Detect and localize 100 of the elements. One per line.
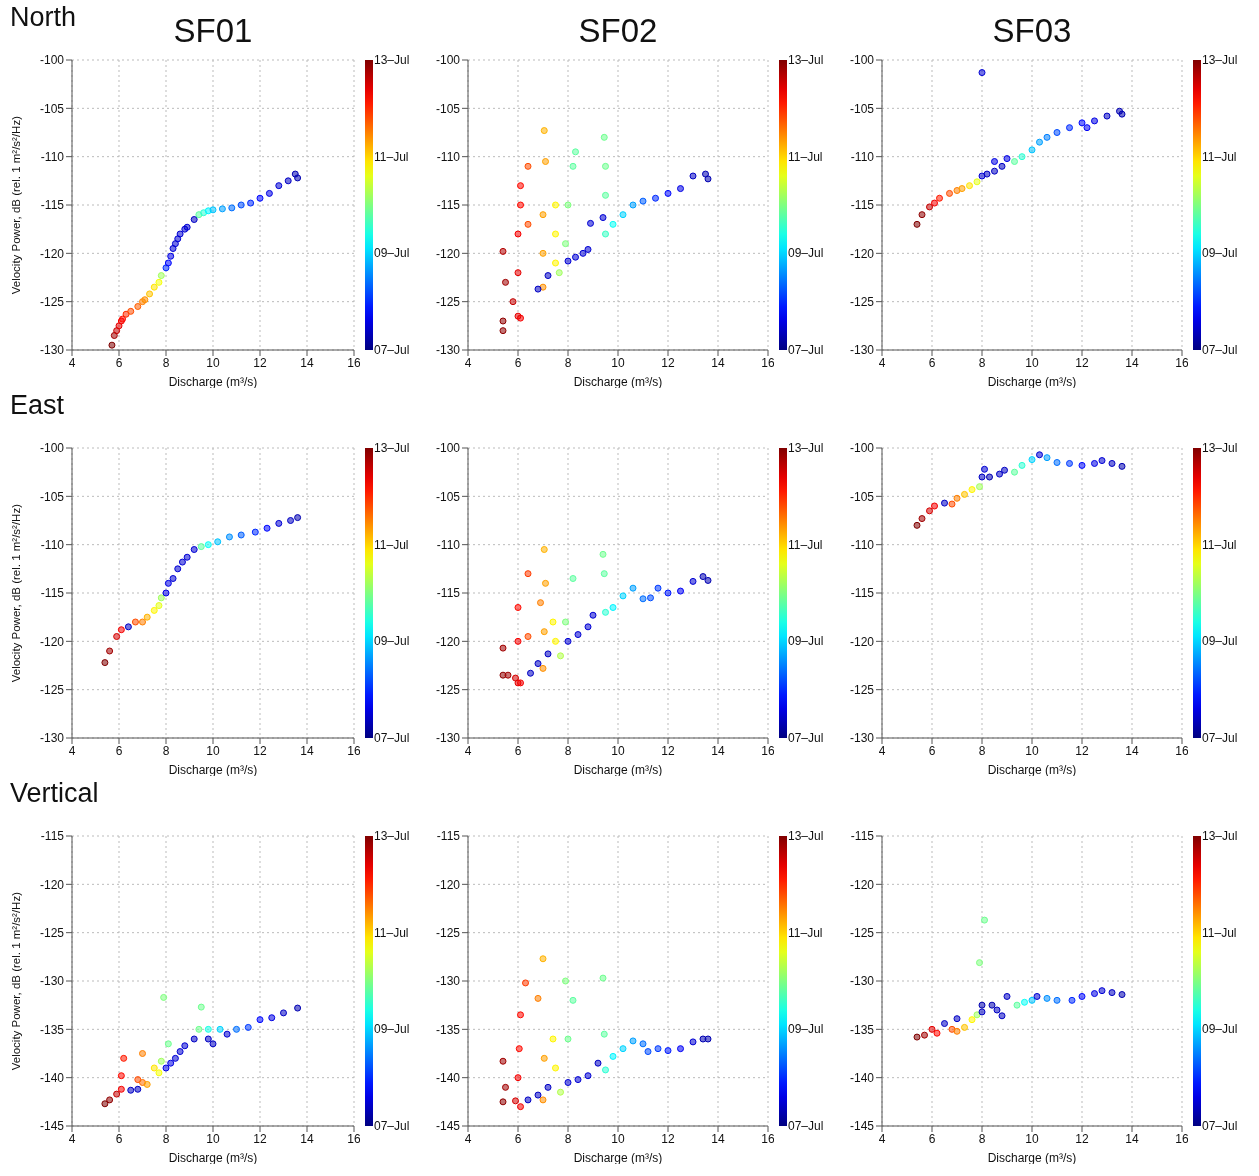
point [101, 659, 109, 667]
point [996, 470, 1003, 478]
point [524, 1096, 532, 1104]
point [564, 1035, 572, 1043]
point [539, 664, 547, 672]
point [544, 650, 552, 658]
point [988, 1001, 996, 1009]
point [540, 628, 548, 636]
point [1018, 153, 1026, 161]
point [589, 611, 597, 619]
y-tick-label: -125 [39, 294, 65, 309]
point [237, 201, 245, 209]
x-tick-label: 10 [206, 1131, 220, 1146]
y-tick-label: -130 [435, 731, 461, 746]
point [517, 201, 524, 209]
x-tick-label: 16 [347, 743, 361, 758]
point [1068, 996, 1076, 1004]
y-tick-label: -135 [435, 1022, 461, 1037]
point [699, 573, 707, 581]
point [195, 1025, 203, 1033]
point [654, 1045, 662, 1053]
color-bar-label: 11–Jul [788, 537, 823, 552]
y-tick-label: -115 [850, 198, 875, 213]
x-axis-title: Discharge (m³/s) [987, 375, 1077, 389]
color-bar-label: 13–Jul [374, 441, 410, 455]
point [162, 264, 170, 272]
point [514, 1074, 522, 1082]
x-tick-label: 6 [928, 355, 936, 370]
x-tick-label: 4 [464, 355, 472, 370]
y-tick-label: -125 [435, 294, 461, 309]
x-tick-label: 6 [514, 743, 522, 758]
point [931, 502, 938, 510]
point [1021, 998, 1028, 1006]
y-tick-label: -115 [40, 586, 65, 601]
point [961, 1023, 968, 1031]
point [1053, 996, 1061, 1004]
point [197, 543, 205, 551]
point [602, 1066, 609, 1074]
point [514, 230, 522, 238]
point [1108, 989, 1116, 997]
point [968, 1016, 976, 1024]
point [539, 211, 547, 219]
point [1118, 991, 1126, 999]
point [986, 473, 993, 481]
point [110, 332, 118, 339]
y-tick-label: -105 [849, 101, 875, 116]
color-bar-label: 09–Jul [1202, 1022, 1238, 1037]
point [600, 570, 608, 578]
y-tick-label: -100 [39, 441, 65, 456]
point [499, 1098, 507, 1106]
point [926, 507, 933, 515]
point [527, 669, 534, 677]
point [127, 1086, 135, 1094]
color-bar-label: 09–Jul [1202, 634, 1238, 649]
y-tick-label: -110 [436, 149, 461, 164]
point [515, 1045, 523, 1053]
point [572, 253, 579, 261]
x-axis-title: Discharge (m³/s) [573, 1151, 663, 1165]
y-tick-label: -105 [39, 101, 65, 116]
point [976, 483, 983, 491]
y-tick-label: -145 [39, 1119, 65, 1134]
x-tick-label: 10 [1025, 743, 1039, 758]
y-tick-label: -140 [39, 1070, 65, 1085]
x-tick-label: 10 [611, 355, 625, 370]
point [1036, 451, 1043, 459]
point [1118, 462, 1126, 470]
color-bar-label: 07–Jul [788, 731, 824, 745]
point [584, 623, 592, 631]
y-tick-label: -140 [435, 1070, 461, 1085]
x-axis-title: Discharge (m³/s) [987, 763, 1077, 777]
point [1013, 1001, 1021, 1009]
color-bar-label: 13–Jul [788, 441, 824, 455]
point [164, 1040, 172, 1048]
point [572, 148, 579, 156]
point [540, 127, 548, 135]
point [134, 1085, 142, 1093]
y-tick-label: -135 [39, 1022, 65, 1037]
y-tick-label: -145 [435, 1119, 461, 1134]
point [629, 584, 637, 592]
y-tick-label: -105 [849, 489, 875, 504]
y-tick-label: -125 [39, 682, 65, 697]
point [619, 211, 627, 219]
x-axis-title: Discharge (m³/s) [168, 1151, 258, 1165]
text: East [10, 390, 65, 421]
point [534, 1091, 542, 1099]
x-tick-label: 6 [115, 1131, 123, 1146]
point [1033, 992, 1041, 1000]
point [263, 524, 271, 532]
y-tick-label: -125 [435, 682, 461, 697]
point [113, 327, 121, 335]
x-tick-label: 8 [564, 1131, 572, 1146]
x-tick-label: 12 [661, 1131, 675, 1146]
point [237, 531, 245, 539]
point [555, 269, 563, 277]
point [108, 341, 116, 349]
point [143, 1080, 151, 1088]
x-tick-label: 12 [253, 1131, 267, 1146]
point [183, 553, 191, 561]
y-tick-label: -120 [849, 246, 875, 261]
point [544, 272, 552, 280]
